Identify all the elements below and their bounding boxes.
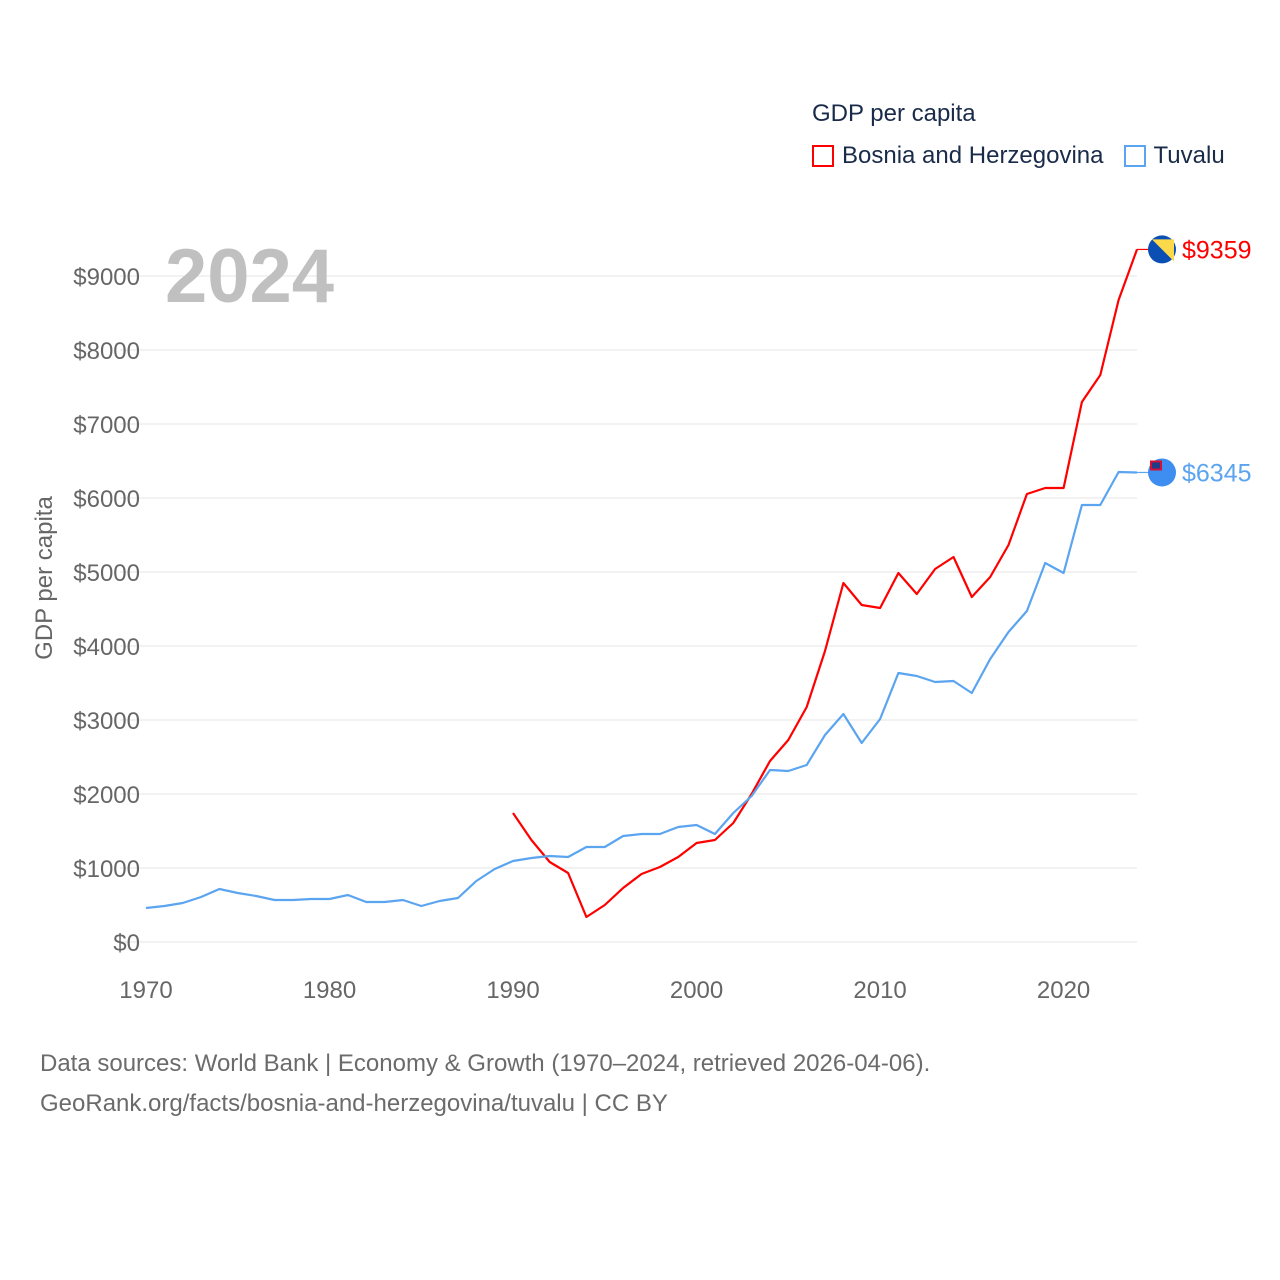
- x-tick-label: 1980: [303, 977, 356, 1004]
- data-source-text: Data sources: World Bank | Economy & Gro…: [40, 1050, 931, 1077]
- end-value-label: $6345: [1182, 459, 1252, 487]
- year-label: 2024: [165, 234, 334, 319]
- x-tick-label: 2000: [670, 977, 723, 1004]
- series-line-bosnia: [512, 249, 1139, 919]
- legend-item-bosnia[interactable]: Bosnia and Herzegovina: [812, 142, 1104, 170]
- legend-label: Tuvalu: [1153, 142, 1225, 169]
- y-tick-label: $0: [113, 930, 140, 957]
- legend-item-tuvalu[interactable]: Tuvalu: [1123, 142, 1225, 170]
- y-tick-label: $4000: [73, 634, 140, 661]
- legend-title: GDP per capita: [812, 100, 976, 127]
- attribution-link[interactable]: GeoRank.org/facts/bosnia-and-herzegovina…: [40, 1090, 668, 1117]
- legend-label: Bosnia and Herzegovina: [842, 142, 1104, 169]
- x-tick-label: 1990: [486, 977, 539, 1004]
- y-axis-title: GDP per capita: [31, 496, 58, 660]
- legend-swatch: [1123, 145, 1146, 167]
- x-tick-label: 2020: [1037, 977, 1090, 1004]
- legend-swatch: [812, 145, 834, 167]
- footer: Data sources: World Bank | Economy & Gro…: [40, 1044, 930, 1124]
- y-tick-label: $2000: [73, 782, 140, 809]
- y-tick-label: $9000: [73, 264, 140, 291]
- y-tick-label: $7000: [73, 412, 140, 439]
- series-line-tuvalu: [145, 470, 1138, 910]
- y-tick-label: $5000: [73, 560, 140, 587]
- x-tick-label: 2010: [853, 977, 906, 1004]
- x-tick-label: 1970: [119, 977, 172, 1004]
- end-value-label: $9359: [1182, 236, 1252, 264]
- tuvalu-flag-icon: [1152, 462, 1160, 469]
- legend: Bosnia and Herzegovina Tuvalu: [812, 142, 1245, 170]
- bosnia-flag-icon: [1152, 239, 1174, 262]
- y-tick-label: $3000: [73, 708, 140, 735]
- y-tick-label: $6000: [73, 486, 140, 513]
- y-tick-label: $8000: [73, 338, 140, 365]
- y-tick-label: $1000: [73, 856, 140, 883]
